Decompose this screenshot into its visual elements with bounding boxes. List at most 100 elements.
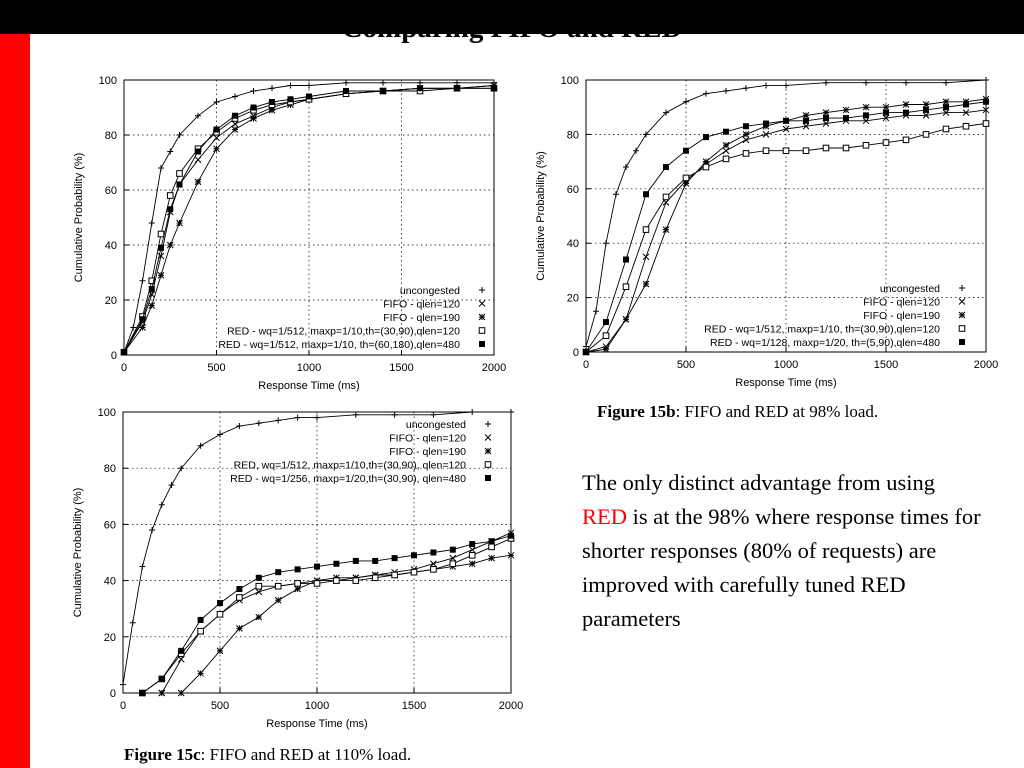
data-point (943, 104, 949, 111)
caption-15c-text: : FIFO and RED at 110% load. (200, 745, 412, 764)
legend-marker (959, 339, 965, 345)
y-tick-label: 60 (105, 185, 117, 197)
data-point (255, 582, 263, 590)
side-text: The only distinct advantage from using R… (582, 466, 982, 636)
data-point (743, 85, 749, 92)
series-3 (158, 551, 515, 697)
x-axis-label: Response Time (ms) (266, 718, 367, 730)
data-point (287, 96, 294, 103)
data-point (255, 613, 263, 621)
data-point (167, 206, 174, 213)
y-axis-label: Cumulative Probability (%) (72, 488, 84, 618)
legend-entry-label: FIFO - qlen=190 (389, 446, 466, 458)
x-tick-label: 1500 (389, 362, 413, 374)
data-point (722, 147, 730, 155)
data-point (468, 546, 476, 554)
x-tick-label: 2000 (482, 362, 506, 374)
legend-marker (958, 325, 966, 332)
top-black-band (0, 0, 1024, 34)
data-point (158, 244, 164, 251)
data-point (217, 600, 223, 607)
data-point (623, 164, 629, 171)
data-point (449, 560, 457, 568)
data-point (352, 411, 359, 418)
data-point (603, 240, 609, 247)
legend-entry-label: RED - wq=1/512, maxp=1/10, th=(60,180),q… (218, 339, 460, 351)
legend-entry-label: FIFO - qlen=190 (383, 312, 460, 324)
legend-marker (959, 285, 965, 291)
data-point (343, 79, 349, 86)
x-tick-label: 2000 (499, 700, 523, 712)
legend-marker (484, 434, 492, 441)
y-tick-label: 40 (105, 240, 117, 252)
data-point (603, 319, 609, 326)
data-point (268, 106, 276, 114)
legend-marker (485, 421, 491, 427)
legend-entry-label: FIFO - qlen=120 (389, 433, 466, 445)
series-line (142, 535, 512, 694)
data-point (862, 117, 870, 125)
data-point (139, 316, 146, 323)
data-point (430, 411, 437, 418)
data-point (194, 178, 202, 186)
x-tick-label: 1500 (874, 359, 898, 371)
data-point (371, 574, 379, 582)
legend-marker (478, 327, 486, 334)
data-point (168, 482, 175, 489)
data-point (922, 131, 930, 138)
data-point (157, 271, 165, 279)
data-point (842, 144, 850, 152)
data-point (454, 85, 460, 92)
data-point (250, 88, 257, 94)
x-axis-label: Response Time (ms) (735, 377, 836, 389)
data-point (372, 557, 379, 564)
data-point (962, 109, 970, 116)
data-point (507, 551, 515, 559)
data-point (391, 555, 398, 562)
data-point (883, 109, 889, 116)
y-axis-label: Cumulative Probability (%) (535, 151, 547, 281)
slide-title: Comparing FIFO and RED (341, 12, 683, 44)
data-point (963, 101, 969, 108)
chart-15c: 0 500 1000 1500 2000 0 20 40 60 80 100 Response Tim… (72, 407, 523, 730)
data-point (982, 120, 990, 127)
data-point (197, 669, 204, 677)
data-point (236, 423, 243, 430)
data-point (942, 125, 950, 133)
data-point (783, 82, 789, 89)
legend-marker (478, 300, 486, 307)
legend-marker (484, 461, 492, 468)
data-point (843, 115, 849, 122)
data-point (862, 103, 870, 111)
data-point (842, 106, 850, 114)
series-5 (139, 532, 514, 696)
data-point (158, 501, 165, 508)
data-point (178, 647, 185, 654)
data-point (802, 122, 810, 130)
legend-entry-label: RED - wq=1/256, maxp=1/20,th=(30,90), ql… (230, 473, 466, 485)
data-point (643, 131, 649, 138)
data-point (275, 569, 282, 576)
data-point (922, 101, 930, 108)
data-point (166, 192, 174, 199)
data-point (469, 541, 476, 548)
data-point (622, 283, 630, 291)
legend-entry-label: uncongested (400, 285, 460, 297)
data-point (902, 101, 910, 108)
legend-marker (958, 298, 966, 305)
data-point (391, 571, 398, 579)
data-point (274, 596, 282, 604)
data-point (488, 543, 495, 551)
data-point (922, 112, 930, 119)
data-point (195, 112, 201, 119)
x-tick-label: 1000 (774, 359, 798, 371)
data-point (231, 126, 239, 133)
data-point (410, 568, 418, 576)
data-point (763, 120, 769, 127)
data-point (166, 241, 174, 249)
data-point (294, 566, 301, 573)
legend-marker (479, 287, 485, 293)
series-1 (120, 409, 514, 688)
data-point (642, 253, 650, 261)
caption-15b: Figure 15b: FIFO and RED at 98% load. (597, 402, 878, 422)
